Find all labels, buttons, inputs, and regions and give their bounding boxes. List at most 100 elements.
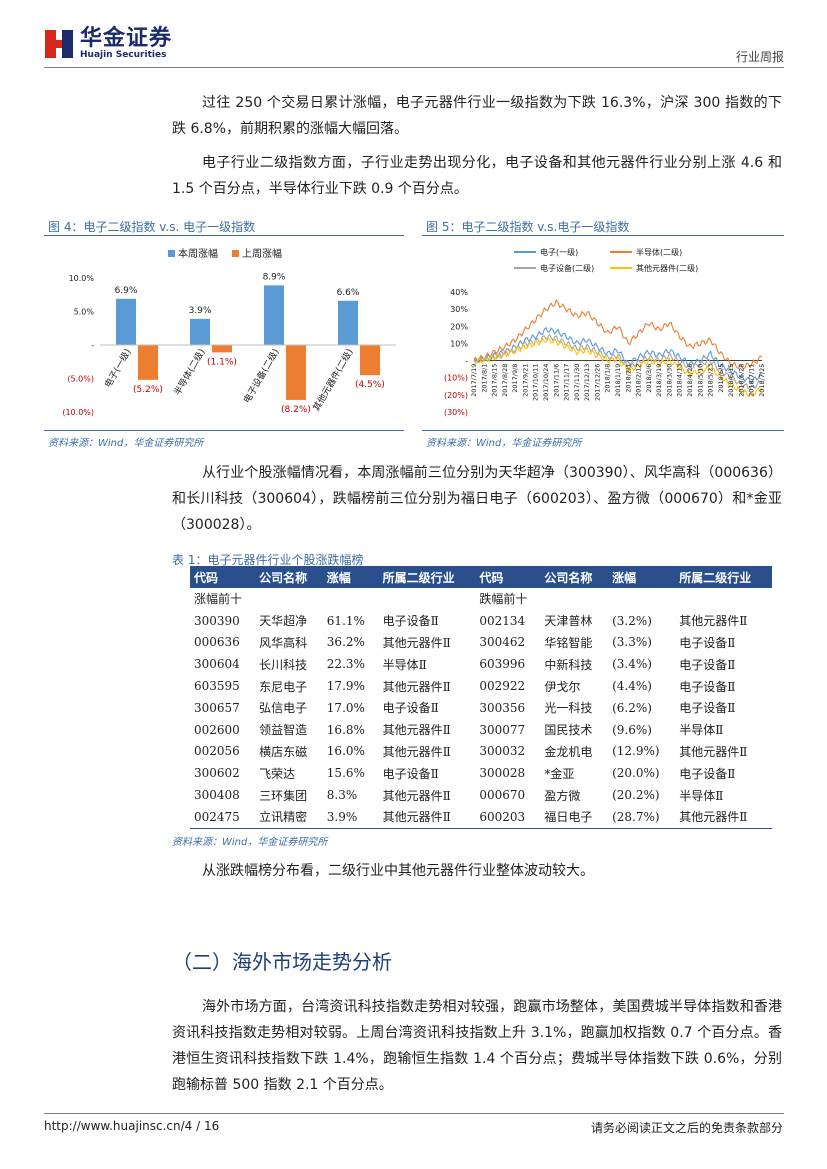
x-tick-label: 2017/11/30 xyxy=(573,364,581,401)
cell-company: 天津普林 xyxy=(544,614,593,629)
category-label: 电子(一级) xyxy=(102,347,134,390)
cell-code: 300462 xyxy=(479,635,526,650)
cell-change: 8.3% xyxy=(326,788,358,803)
cell-company: 风华高科 xyxy=(259,635,308,650)
cell-company: 飞荣达 xyxy=(259,766,296,781)
footer-url-page: http://www.huajinsc.cn/4 / 16 xyxy=(44,1119,220,1133)
cell-code: 300604 xyxy=(194,657,240,672)
cell-industry: 电子设备Ⅱ xyxy=(382,766,439,781)
footer-disclaimer: 请务必阅读正文之后的免责条款部分 xyxy=(590,1121,783,1135)
data-label: (8.2%) xyxy=(281,405,311,415)
y-tick-label: 10.0% xyxy=(69,274,95,283)
header-change: 涨幅 xyxy=(608,566,676,588)
x-tick-label: 2017/8/28 xyxy=(501,364,509,397)
figure5-line-chart: 电子(一级) 半导体(二级) 电子设备(二级) 其他元器件(二级) 40% 30% 20% 1… xyxy=(444,247,766,417)
paragraph-4: 从涨跌幅榜分布看，二级行业中其他元器件行业整体波动较大。 xyxy=(202,863,594,879)
cell-industry: 电子设备Ⅱ xyxy=(679,701,736,716)
cell-industry: 其他元器件Ⅱ xyxy=(382,788,451,803)
cell-industry: 电子设备Ⅱ xyxy=(382,701,439,716)
cell-company: 天华超净 xyxy=(259,614,308,629)
cell-code: 300077 xyxy=(479,722,526,737)
y-tick-label: (5.0%) xyxy=(67,375,94,384)
table-row: 002475 立讯精密 3.9% 其他元器件Ⅱ 600203 福日电子 (28.7%) 其他元… xyxy=(190,805,772,829)
header-company: 公司名称 xyxy=(540,566,609,588)
x-tick-label: 2018/6/28 xyxy=(737,364,745,397)
legend-swatch xyxy=(168,250,175,257)
header-change: 涨幅 xyxy=(322,566,379,588)
x-tick-label: 2018/7/11 xyxy=(748,364,756,397)
y-tick-label: - xyxy=(465,357,468,366)
y-tick-label: 5.0% xyxy=(74,308,95,317)
x-tick-label: 2017/9/8 xyxy=(511,364,519,393)
figure5-source: 资料来源：Wind，华金证券研究所 xyxy=(426,438,582,449)
series-line xyxy=(473,326,763,385)
figure5-title-rule xyxy=(422,235,784,236)
cell-change: (28.7%) xyxy=(608,805,676,829)
legend-label: 其他元器件(二级) xyxy=(636,263,698,273)
cell-code: 603996 xyxy=(479,657,526,672)
cell-code: 000670 xyxy=(479,788,526,803)
cell-industry: 其他元器件Ⅱ xyxy=(378,805,476,829)
cell-code: 000636 xyxy=(194,635,240,650)
cell-change: 61.1% xyxy=(326,613,365,628)
cell-industry: 电子设备Ⅱ xyxy=(382,614,439,629)
bar xyxy=(138,345,158,380)
cell-company: 华铭智能 xyxy=(544,635,593,650)
figure4-title: 图 4：电子二级指数 v.s. 电子一级指数 xyxy=(48,220,256,234)
cell-change: (3.2%) xyxy=(612,613,652,628)
cell-code: 002475 xyxy=(190,805,256,829)
cell-industry: 其他元器件Ⅱ xyxy=(382,679,451,694)
table-row: 002600 领益智造 16.8% 其他元器件Ⅱ 300077 国民技术 (9.6%) 半导体… xyxy=(190,719,772,741)
x-tick-label: 2017/10/24 xyxy=(542,364,550,401)
cell-company: 三环集团 xyxy=(259,788,308,803)
cell-industry: 其他元器件Ⅱ xyxy=(382,744,451,759)
data-label: (4.5%) xyxy=(355,380,385,390)
y-tick-label: - xyxy=(91,341,94,350)
header-industry: 所属二级行业 xyxy=(675,566,772,588)
header-divider xyxy=(44,67,784,68)
figure4-bar-chart: 本周涨幅 上周涨幅 10.0% 5.0% - (5.0%) (10.0%) 6.9% (5.2%… xyxy=(62,247,396,417)
x-tick-label: 2018/3/6 xyxy=(645,364,653,393)
table-row: 002056 横店东磁 16.0% 其他元器件Ⅱ 300032 金龙机电 (12.9%) 其他… xyxy=(190,741,772,763)
y-tick-label: 40% xyxy=(450,288,468,297)
x-tick-label: 2017/11/17 xyxy=(563,364,571,401)
cell-industry: 半导体Ⅱ xyxy=(679,788,724,803)
data-label: 6.6% xyxy=(337,288,360,298)
category-label: 电子设备(二级) xyxy=(241,347,282,406)
cell-industry: 电子设备Ⅱ xyxy=(679,766,736,781)
legend-label: 电子设备(二级) xyxy=(540,263,594,273)
cell-code: 002922 xyxy=(479,679,526,694)
cell-company: 伊戈尔 xyxy=(544,679,581,694)
y-tick-label: (10.0%) xyxy=(62,408,94,417)
header-code: 代码 xyxy=(190,566,256,588)
legend-label: 本周涨幅 xyxy=(178,247,218,260)
cell-code: 002056 xyxy=(194,744,240,759)
category-label: 半导体(二级) xyxy=(171,347,207,398)
cell-code: 300408 xyxy=(194,788,240,803)
bar xyxy=(212,345,232,353)
cell-code: 600203 xyxy=(475,805,541,829)
x-tick-label: 2018/1/8 xyxy=(604,364,612,393)
y-tick-label: (10%) xyxy=(444,374,468,383)
x-tick-label: 2018/5/10 xyxy=(696,364,704,397)
cell-industry: 电子设备Ⅱ xyxy=(679,679,736,694)
y-tick-label: (20%) xyxy=(444,391,468,400)
legend-label: 半导体(二级) xyxy=(636,247,682,257)
x-tick-label: 2018/3/30 xyxy=(665,364,673,397)
series-line xyxy=(473,337,763,398)
data-label: (5.2%) xyxy=(133,385,163,395)
x-tick-label: 2018/2/12 xyxy=(635,364,643,397)
cell-industry: 其他元器件Ⅱ xyxy=(679,614,748,629)
cell-change: 17.0% xyxy=(326,700,365,715)
x-tick-label: 2017/11/6 xyxy=(552,364,560,397)
x-tick-label: 2017/12/26 xyxy=(593,364,601,401)
y-tick-label: 10% xyxy=(450,339,468,348)
x-tick-label: 2018/7/25 xyxy=(758,364,766,397)
x-tick-label: 2018/1/19 xyxy=(614,364,622,397)
cell-change: (20.0%) xyxy=(612,766,660,781)
cell-industry: 电子设备Ⅱ xyxy=(679,657,736,672)
bar xyxy=(116,298,136,345)
table-row: 300604 长川科技 22.3% 半导体Ⅱ 603996 中新科技 (3.4%) 电子设备Ⅱ xyxy=(190,653,772,675)
section-title: （二）海外市场走势分析 xyxy=(172,950,392,974)
cell-company: *金亚 xyxy=(544,766,575,781)
